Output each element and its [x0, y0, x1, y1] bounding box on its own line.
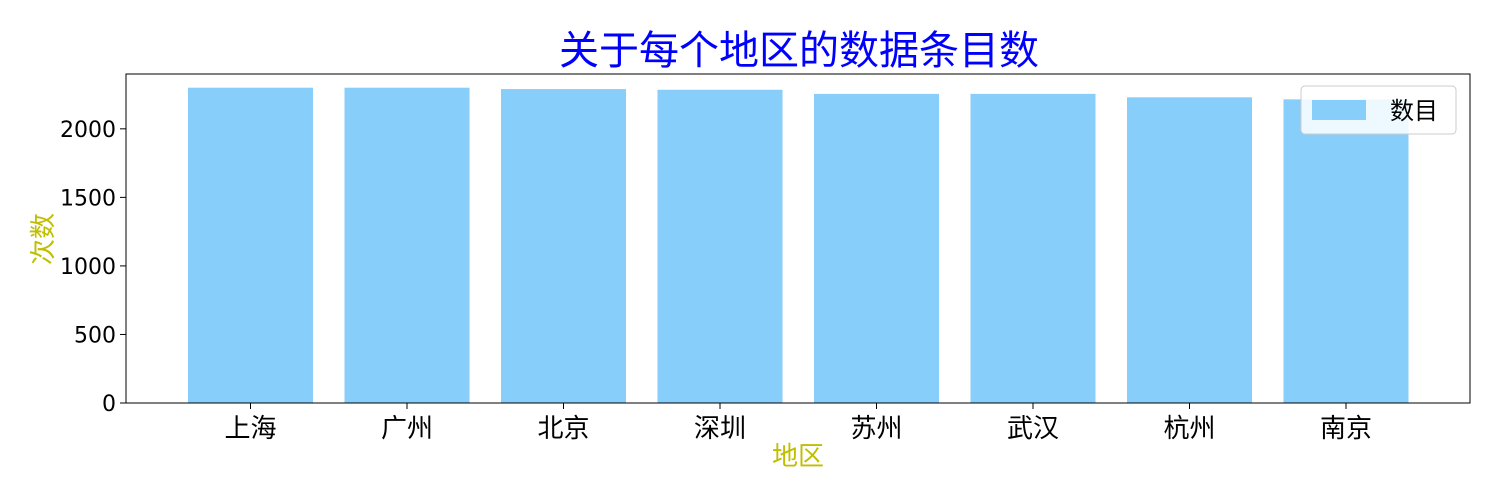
x-tick-label: 上海 — [224, 414, 276, 444]
x-tick-label: 苏州 — [850, 414, 902, 444]
bar-武汉 — [970, 93, 1096, 404]
bar-深圳 — [657, 89, 783, 403]
legend: 数目 — [1300, 85, 1457, 135]
legend-label: 数目 — [1390, 97, 1438, 125]
x-tick-label: 杭州 — [1163, 414, 1215, 444]
plot-frame — [125, 73, 1471, 404]
y-axis-label: 次数 — [29, 213, 59, 265]
x-tick-label: 北京 — [537, 414, 589, 444]
legend-swatch — [1312, 100, 1366, 120]
x-tick-label: 武汉 — [1007, 414, 1059, 444]
legend-box — [1300, 85, 1457, 135]
bar-苏州 — [814, 93, 939, 404]
x-tick-label: 广州 — [381, 414, 433, 444]
y-tick-label: 1500 — [60, 186, 116, 211]
y-tick-label: 500 — [74, 323, 116, 348]
x-tick-label: 南京 — [1320, 414, 1372, 444]
y-axis-ticks: 0 500 1000 1500 2000 — [60, 118, 126, 417]
bar-北京 — [501, 89, 626, 404]
bar-广州 — [344, 87, 470, 403]
bar-南京 — [1283, 99, 1409, 404]
chart-title: 关于每个地区的数据条目数 — [559, 28, 1039, 74]
x-axis-ticks: 上海 广州 北京 深圳 苏州 武汉 杭州 南京 — [224, 403, 1372, 444]
x-tick-label: 深圳 — [694, 414, 746, 444]
y-tick-label: 0 — [102, 392, 116, 417]
bar-杭州 — [1127, 97, 1252, 403]
y-tick-label: 2000 — [60, 118, 116, 143]
bar-group — [188, 87, 1409, 404]
y-tick-label: 1000 — [60, 255, 116, 280]
x-axis-label: 地区 — [772, 442, 824, 472]
bar-上海 — [188, 87, 313, 403]
